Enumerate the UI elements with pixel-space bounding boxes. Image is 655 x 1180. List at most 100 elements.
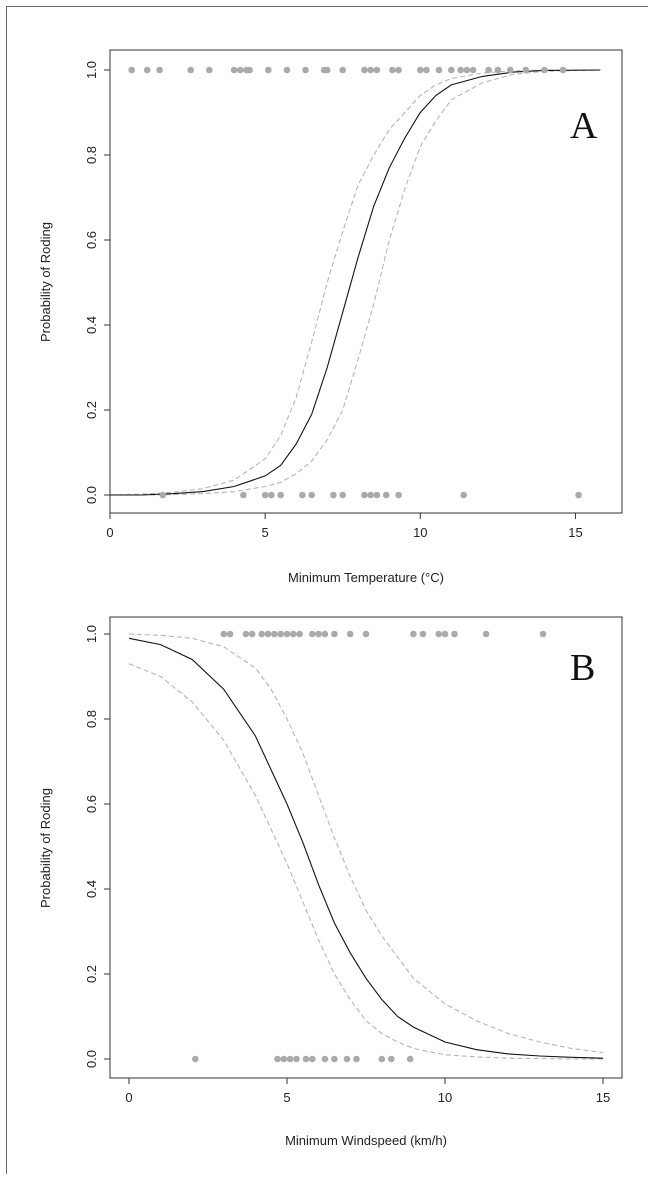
- panel-a-observation-roding: [457, 66, 464, 74]
- panel-b-y-tick-label: 0.4: [84, 880, 99, 898]
- panel-b-observation-roding: [258, 630, 266, 638]
- panel-b-x-tick-label: 0: [125, 1090, 132, 1105]
- panel-a-observation-roding: [417, 66, 424, 74]
- panel-b-observation-no-roding: [274, 1055, 281, 1063]
- panel-b-observation-no-roding: [353, 1055, 360, 1063]
- panel-a-fit-curve: [110, 69, 601, 496]
- panel-a-y-axis: 0.0 0.2 0.4 0.6 0.8 1.0: [84, 61, 110, 504]
- panel-a-ci-upper-line: [109, 69, 601, 496]
- panel-a-observation-roding: [494, 66, 502, 74]
- panel-a-y-tick-label: 0.8: [84, 146, 99, 164]
- panel-b-observation-no-roding: [286, 1055, 294, 1063]
- panel-b-observation-roding: [271, 630, 278, 638]
- panel-b-fit-curve-group: [128, 637, 604, 1059]
- panel-a-observation-no-roding: [330, 491, 337, 499]
- panel-a-x-tick-label: 0: [106, 525, 113, 540]
- panel-a-y-tick-label: 0.4: [84, 316, 99, 334]
- panel-b-observation-roding: [264, 630, 272, 638]
- panel-a-y-tick-label: 0.2: [84, 401, 99, 419]
- panel-b-observation-roding: [277, 630, 285, 638]
- panel-a-observation-no-roding: [460, 491, 468, 499]
- panel-a-observation-no-roding: [382, 491, 390, 499]
- panel-a-plot-frame: [109, 49, 623, 514]
- panel-a-observation-roding: [522, 66, 530, 74]
- panel-a-observation-no-roding: [159, 491, 167, 499]
- panel-a-observation-roding: [302, 66, 309, 74]
- panel-b-ci-lower-line: [128, 663, 603, 1060]
- panel-b-observation-roding: [309, 630, 316, 638]
- panel-b-observation-roding: [296, 630, 303, 638]
- panel-a-observation-no-roding: [277, 491, 285, 499]
- panel-a-observation-roding: [507, 66, 514, 74]
- panel-b-observation-no-roding: [309, 1055, 316, 1063]
- panel-b-x-tick-label: 10: [438, 1090, 452, 1105]
- panel-b-observation-roding: [331, 630, 338, 638]
- panel-b-observation-roding: [315, 630, 322, 638]
- panel-a-x-tick-label: 15: [568, 525, 582, 540]
- panel-b-observation-roding: [283, 630, 291, 638]
- panel-b-x-axis-title: Minimum Windspeed (km/h): [285, 1133, 447, 1148]
- panel-b-confidence-band: [128, 633, 604, 1060]
- panel-a-observation-roding: [373, 66, 381, 74]
- panel-b-observation-roding: [435, 630, 443, 638]
- panel-a-y-tick-label: 0.0: [84, 486, 99, 504]
- panel-b-observation-no-roding: [388, 1055, 395, 1063]
- panel-b-observation-roding: [441, 630, 449, 638]
- panel-a-fit-curve-group: [110, 69, 601, 496]
- panel-b-observation-no-roding: [406, 1055, 414, 1063]
- panel-b-observation-roding: [290, 630, 297, 638]
- panel-b-observation-roding: [226, 630, 234, 638]
- panel-b-y-tick-label: 0.8: [84, 710, 99, 728]
- panel-b-plot-frame: [109, 616, 623, 1079]
- panel-a-observation-roding: [128, 66, 135, 74]
- panel-a-observation-roding: [395, 66, 402, 74]
- panel-a-observation-roding: [361, 66, 368, 74]
- panel-b-observation-roding: [410, 630, 417, 638]
- panel-a-ci-lower-line: [110, 69, 601, 496]
- panel-b-observation-roding: [482, 630, 490, 638]
- panel-a-observation-roding: [485, 66, 492, 74]
- panel-a-observation-roding: [230, 66, 238, 74]
- panel-b-observation-no-roding: [343, 1055, 351, 1063]
- panel-b-observation-roding: [362, 630, 370, 638]
- panel-b-observation-no-roding: [302, 1055, 310, 1063]
- panel-a-observation-roding: [156, 66, 163, 74]
- panel-a-observation-roding: [367, 66, 375, 74]
- panel-a-observation-roding: [541, 66, 548, 74]
- panel-a-observation-no-roding: [373, 491, 381, 499]
- panel-a-observations: [128, 66, 582, 499]
- panel-a-x-axis: 0 5 10 15: [106, 513, 583, 540]
- panel-b-observation-roding: [539, 630, 547, 638]
- panel-a-observation-no-roding: [240, 491, 247, 499]
- panel-b-observation-roding: [220, 630, 228, 638]
- panel-a-observation-no-roding: [339, 491, 347, 499]
- panel-b-y-tick-label: 0.2: [84, 965, 99, 983]
- panel-a-observation-roding: [389, 66, 396, 74]
- panel-b-observations: [192, 630, 547, 1063]
- panel-a-letter: A: [570, 105, 598, 147]
- panel-b-observation-no-roding: [331, 1055, 338, 1063]
- panel-b-y-tick-label: 0.0: [84, 1050, 99, 1068]
- panel-a-observation-no-roding: [575, 491, 582, 499]
- panel-b-y-tick-label: 0.6: [84, 795, 99, 813]
- panel-a: 0 5 10 15 0.0 0.2 0.4 0.6 0.8 1.0 Minimum Temper…: [38, 49, 623, 585]
- panel-b-observation-roding: [321, 630, 329, 638]
- panel-b: 0 5 10 15 0.0 0.2 0.4 0.6 0.8 1.0 Minimum Windsp…: [38, 616, 623, 1148]
- panel-a-y-tick-label: 1.0: [84, 61, 99, 79]
- panel-a-observation-roding: [206, 66, 213, 74]
- panel-a-observation-roding: [469, 66, 477, 74]
- panel-b-observation-no-roding: [378, 1055, 386, 1063]
- panel-a-observation-roding: [323, 66, 331, 74]
- panel-a-observation-no-roding: [361, 491, 368, 499]
- panel-b-y-axis: 0.0 0.2 0.4 0.6 0.8 1.0: [84, 625, 110, 1068]
- panel-b-observation-roding: [451, 630, 458, 638]
- panel-a-observation-roding: [237, 66, 244, 74]
- panel-a-x-tick-label: 10: [413, 525, 427, 540]
- panel-b-y-tick-label: 1.0: [84, 625, 99, 643]
- panel-b-observation-roding: [248, 630, 256, 638]
- panel-a-observation-no-roding: [299, 491, 306, 499]
- panel-b-letter: B: [570, 647, 595, 689]
- panel-a-x-tick-label: 5: [262, 525, 269, 540]
- panel-a-observation-roding: [143, 66, 151, 74]
